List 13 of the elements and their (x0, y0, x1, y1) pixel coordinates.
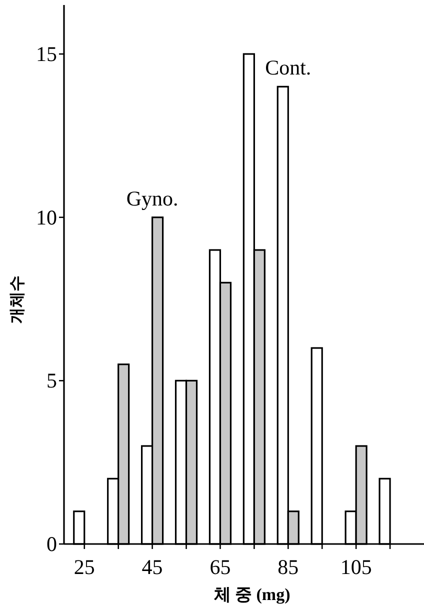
x-tick-label: 25 (74, 555, 95, 579)
annotation: Gyno. (126, 186, 178, 210)
x-tick-label: 105 (340, 555, 372, 579)
y-axis-title: 개체수 (9, 276, 26, 324)
annotation: Cont. (265, 56, 312, 80)
x-axis-title: 체 중 (mg) (212, 585, 290, 604)
y-tick-label: 0 (46, 532, 57, 556)
x-tick-label: 45 (142, 555, 163, 579)
y-tick-label: 5 (46, 368, 57, 393)
x-tick-label: 65 (210, 555, 231, 579)
y-tick-label: 10 (36, 205, 57, 230)
y-tick-label: 15 (36, 42, 57, 66)
x-tick-label: 85 (278, 555, 299, 579)
